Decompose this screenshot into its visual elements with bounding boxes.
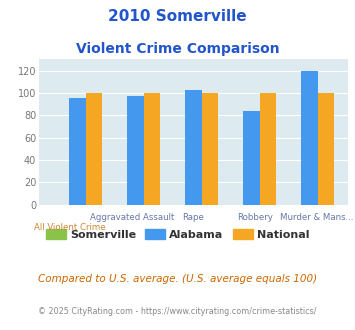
- Bar: [260, 93, 276, 205]
- Bar: [318, 93, 334, 205]
- Text: Violent Crime Comparison: Violent Crime Comparison: [76, 42, 279, 56]
- Text: All Violent Crime: All Violent Crime: [34, 223, 106, 232]
- Text: © 2025 CityRating.com - https://www.cityrating.com/crime-statistics/: © 2025 CityRating.com - https://www.city…: [38, 307, 317, 316]
- Text: Rape: Rape: [182, 213, 204, 222]
- Legend: Somerville, Alabama, National: Somerville, Alabama, National: [41, 224, 314, 244]
- Bar: [244, 111, 260, 205]
- Text: Robbery: Robbery: [237, 213, 273, 222]
- Text: Compared to U.S. average. (U.S. average equals 100): Compared to U.S. average. (U.S. average …: [38, 274, 317, 284]
- Text: 2010 Somerville: 2010 Somerville: [108, 9, 247, 24]
- Text: Murder & Mans...: Murder & Mans...: [280, 213, 354, 222]
- Bar: [86, 93, 102, 205]
- Bar: [202, 93, 218, 205]
- Text: Aggravated Assault: Aggravated Assault: [89, 213, 174, 222]
- Bar: [143, 93, 160, 205]
- Bar: [127, 96, 143, 205]
- Bar: [185, 89, 202, 205]
- Bar: [69, 98, 86, 205]
- Bar: [301, 71, 318, 205]
